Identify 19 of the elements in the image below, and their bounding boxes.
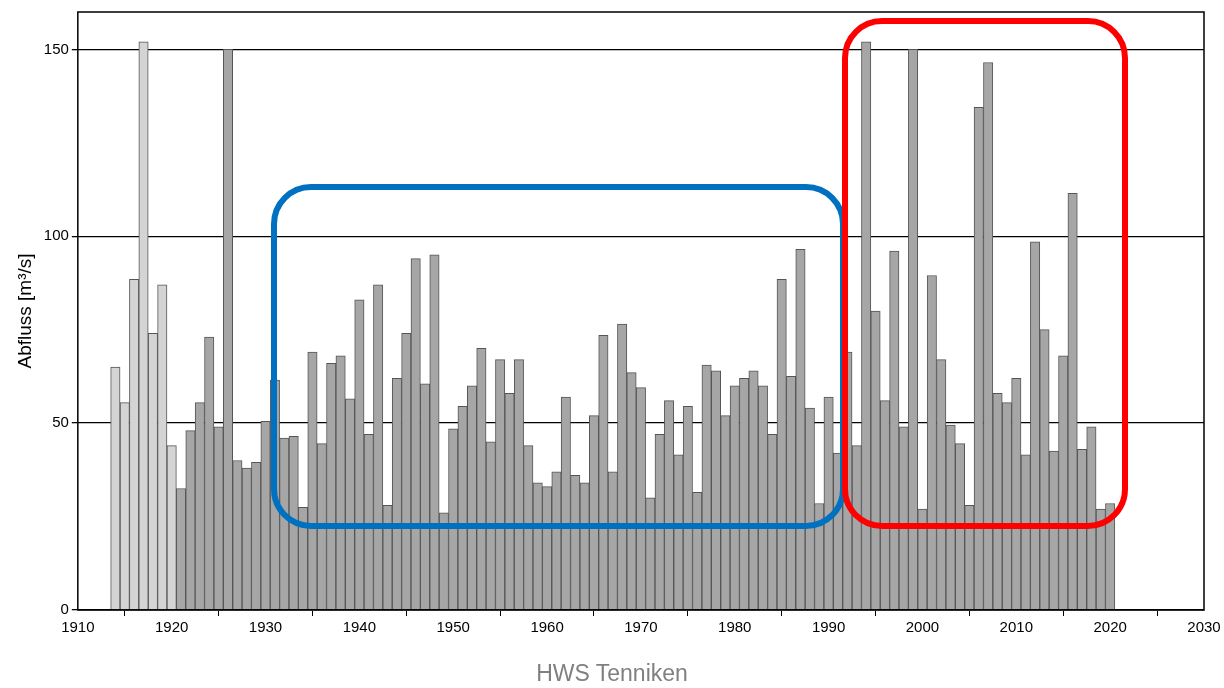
- y-axis-title: Abfluss [m³/s]: [13, 253, 35, 369]
- x-tick-label: 2000: [905, 618, 940, 636]
- text: HWS Tenniken: [535, 660, 689, 687]
- y-tick-label: 150: [43, 39, 69, 57]
- x-tick-label: 1970: [624, 618, 658, 636]
- y-tick-label: 50: [52, 413, 69, 431]
- x-tick-label: 2010: [999, 618, 1033, 636]
- x-tick-label: 2030: [1187, 618, 1221, 636]
- y-tick-label: 0: [60, 600, 69, 618]
- x-tick-label: 1990: [811, 618, 846, 636]
- x-tick-label: 1980: [718, 618, 752, 636]
- x-tick-label: 1960: [530, 618, 564, 636]
- x-tick-label: 1930: [248, 618, 283, 636]
- x-tick-label: 2020: [1093, 618, 1127, 636]
- x-tick-label: 1910: [61, 618, 95, 636]
- x-tick-label: 1950: [436, 618, 470, 636]
- y-tick-label: 100: [43, 226, 69, 244]
- x-tick-label: 1940: [342, 618, 377, 636]
- x-tick-label: 1920: [154, 618, 189, 636]
